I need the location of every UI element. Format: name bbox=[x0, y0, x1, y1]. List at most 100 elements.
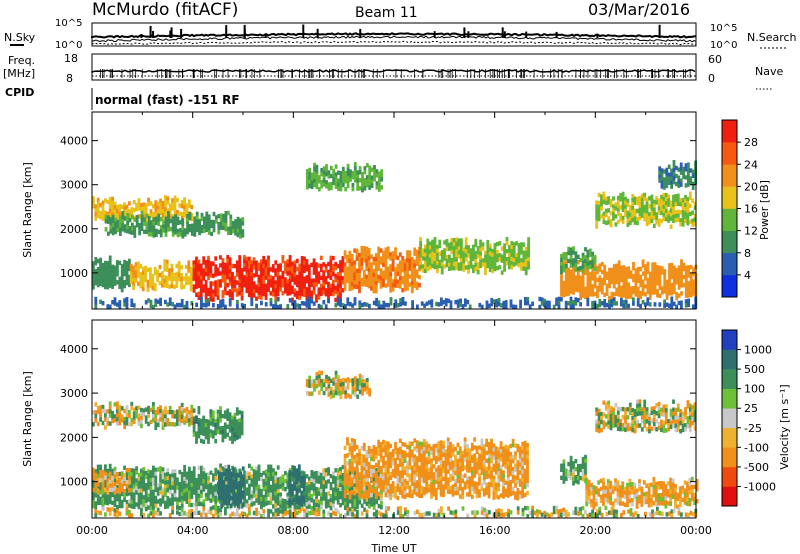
velocity-cell bbox=[123, 477, 126, 482]
velocity-cell bbox=[104, 492, 107, 497]
power-cell bbox=[576, 266, 580, 272]
power-cell bbox=[360, 262, 364, 267]
power-cell bbox=[370, 282, 373, 287]
power-cell bbox=[204, 299, 208, 304]
power-cell bbox=[119, 223, 122, 228]
power-cell bbox=[484, 250, 487, 255]
power-cell bbox=[608, 267, 611, 273]
power-cell bbox=[588, 284, 592, 289]
power-cell bbox=[615, 287, 619, 292]
power-cell bbox=[156, 277, 159, 283]
power-cell bbox=[676, 201, 680, 206]
power-cell bbox=[161, 217, 165, 222]
velocity-cell bbox=[475, 489, 479, 495]
velocity-cell bbox=[446, 453, 450, 458]
power-cell bbox=[341, 166, 345, 172]
velocity-cell bbox=[305, 474, 309, 479]
power-cell bbox=[644, 276, 647, 281]
power-cell bbox=[315, 282, 318, 287]
power-cell bbox=[406, 262, 409, 267]
velocity-cell bbox=[365, 477, 369, 483]
velocity-cell bbox=[250, 482, 254, 487]
power-cell bbox=[588, 264, 592, 269]
power-cell bbox=[557, 296, 561, 302]
power-cell bbox=[344, 304, 347, 309]
velocity-cell bbox=[362, 442, 366, 448]
velocity-cell bbox=[454, 446, 457, 452]
power-cell bbox=[419, 249, 422, 254]
power-cell bbox=[262, 271, 266, 277]
power-cell bbox=[207, 218, 211, 223]
velocity-cell bbox=[327, 471, 330, 476]
power-cell bbox=[144, 219, 148, 224]
power-cell bbox=[629, 270, 633, 275]
power-cell bbox=[520, 250, 523, 255]
velocity-cell bbox=[362, 466, 366, 472]
power-cell bbox=[508, 252, 511, 258]
power-cell bbox=[688, 191, 692, 196]
power-cell bbox=[92, 200, 95, 205]
power-cell bbox=[349, 177, 352, 182]
power-cell bbox=[653, 286, 657, 291]
power-cell bbox=[620, 293, 623, 298]
power-cell bbox=[593, 259, 597, 264]
power-cell bbox=[165, 259, 169, 265]
velocity-cell bbox=[348, 499, 352, 504]
velocity-cell bbox=[178, 489, 182, 495]
power-cell bbox=[610, 291, 614, 297]
power-cell bbox=[491, 260, 494, 266]
power-cell bbox=[183, 197, 186, 202]
power-cell bbox=[252, 265, 256, 270]
power-cell bbox=[495, 303, 498, 308]
power-cell bbox=[202, 256, 206, 261]
power-cell bbox=[238, 271, 242, 276]
power-cell bbox=[372, 260, 376, 266]
velocity-cell bbox=[284, 507, 287, 512]
power-cell bbox=[267, 263, 270, 268]
velocity-cell bbox=[123, 497, 126, 502]
power-cell bbox=[493, 254, 497, 260]
power-cell bbox=[524, 301, 527, 306]
velocity-cell bbox=[94, 493, 98, 498]
power-cell bbox=[214, 256, 218, 261]
velocity-cell bbox=[106, 472, 110, 478]
power-cell bbox=[574, 283, 578, 288]
power-cell bbox=[645, 197, 649, 203]
velocity-cell bbox=[104, 464, 107, 469]
velocity-cell bbox=[305, 498, 309, 503]
power-cell bbox=[379, 268, 383, 273]
velocity-cell bbox=[279, 500, 282, 505]
power-cell bbox=[288, 291, 292, 296]
power-cell bbox=[368, 185, 372, 190]
velocity-cell bbox=[274, 499, 278, 504]
power-cell bbox=[291, 265, 294, 270]
power-cell bbox=[658, 277, 662, 282]
power-cell bbox=[368, 177, 372, 182]
freq-unit: [MHz] bbox=[3, 67, 35, 80]
power-cell bbox=[350, 282, 354, 287]
velocity-cell bbox=[350, 462, 354, 467]
power-region-7 bbox=[305, 162, 384, 193]
power-cell bbox=[368, 165, 372, 170]
power-cell bbox=[677, 277, 681, 282]
velocity-cell bbox=[475, 493, 479, 499]
velocity-cell bbox=[152, 497, 155, 502]
velocity-cell bbox=[410, 449, 414, 454]
velocity-cell bbox=[302, 499, 306, 504]
power-cell bbox=[488, 251, 492, 256]
power-cell bbox=[199, 283, 203, 288]
power-cell bbox=[259, 267, 263, 272]
velocity-cell bbox=[159, 498, 162, 503]
power-cell bbox=[674, 198, 678, 203]
velocity-cell bbox=[315, 498, 318, 504]
power-cell bbox=[657, 210, 661, 215]
power-cell bbox=[610, 303, 614, 308]
power-cell bbox=[377, 183, 381, 188]
power-cell bbox=[325, 172, 328, 177]
velocity-cell bbox=[389, 495, 393, 501]
power-cell bbox=[522, 262, 526, 267]
power-cell bbox=[433, 265, 437, 270]
velocity-cell bbox=[202, 467, 206, 472]
power-cell bbox=[674, 194, 678, 199]
velocity-cell bbox=[108, 499, 112, 505]
